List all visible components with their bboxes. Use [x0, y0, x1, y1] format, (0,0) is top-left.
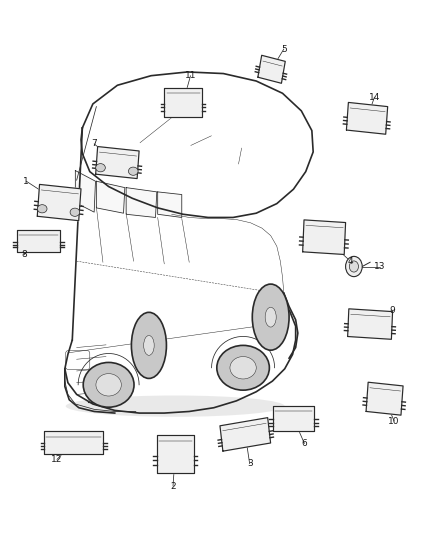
- Ellipse shape: [265, 307, 276, 327]
- Polygon shape: [96, 181, 125, 213]
- Polygon shape: [75, 171, 95, 212]
- Text: 9: 9: [389, 306, 395, 314]
- Text: 5: 5: [281, 45, 287, 53]
- Polygon shape: [346, 102, 388, 134]
- Ellipse shape: [131, 312, 166, 378]
- Text: 2: 2: [170, 482, 176, 490]
- Text: 14: 14: [369, 93, 380, 101]
- Polygon shape: [366, 382, 403, 415]
- Text: 4: 4: [348, 257, 353, 265]
- Polygon shape: [258, 55, 285, 83]
- Ellipse shape: [70, 208, 80, 216]
- Ellipse shape: [217, 345, 269, 390]
- Text: 8: 8: [21, 251, 27, 259]
- Ellipse shape: [128, 167, 138, 175]
- Text: 7: 7: [91, 140, 97, 148]
- Ellipse shape: [96, 374, 121, 396]
- Polygon shape: [17, 230, 60, 252]
- Polygon shape: [126, 188, 157, 217]
- Polygon shape: [37, 184, 81, 221]
- Polygon shape: [44, 431, 103, 454]
- Text: 6: 6: [301, 439, 307, 448]
- Text: 10: 10: [389, 417, 400, 425]
- Text: 12: 12: [51, 455, 63, 464]
- Ellipse shape: [346, 256, 362, 277]
- Polygon shape: [157, 435, 194, 473]
- Ellipse shape: [66, 395, 285, 417]
- Polygon shape: [95, 147, 139, 179]
- Polygon shape: [220, 418, 271, 451]
- Ellipse shape: [144, 335, 154, 356]
- Polygon shape: [158, 192, 182, 217]
- Ellipse shape: [96, 164, 106, 172]
- Ellipse shape: [350, 261, 358, 272]
- Ellipse shape: [83, 362, 134, 407]
- Polygon shape: [303, 220, 346, 254]
- Text: 3: 3: [247, 459, 253, 468]
- Polygon shape: [272, 406, 314, 431]
- Text: 1: 1: [23, 177, 29, 185]
- Polygon shape: [348, 309, 392, 340]
- Ellipse shape: [252, 284, 289, 350]
- Text: 11: 11: [185, 71, 196, 80]
- Ellipse shape: [37, 205, 47, 213]
- Ellipse shape: [230, 357, 256, 379]
- Polygon shape: [164, 87, 201, 117]
- Text: 13: 13: [374, 262, 386, 271]
